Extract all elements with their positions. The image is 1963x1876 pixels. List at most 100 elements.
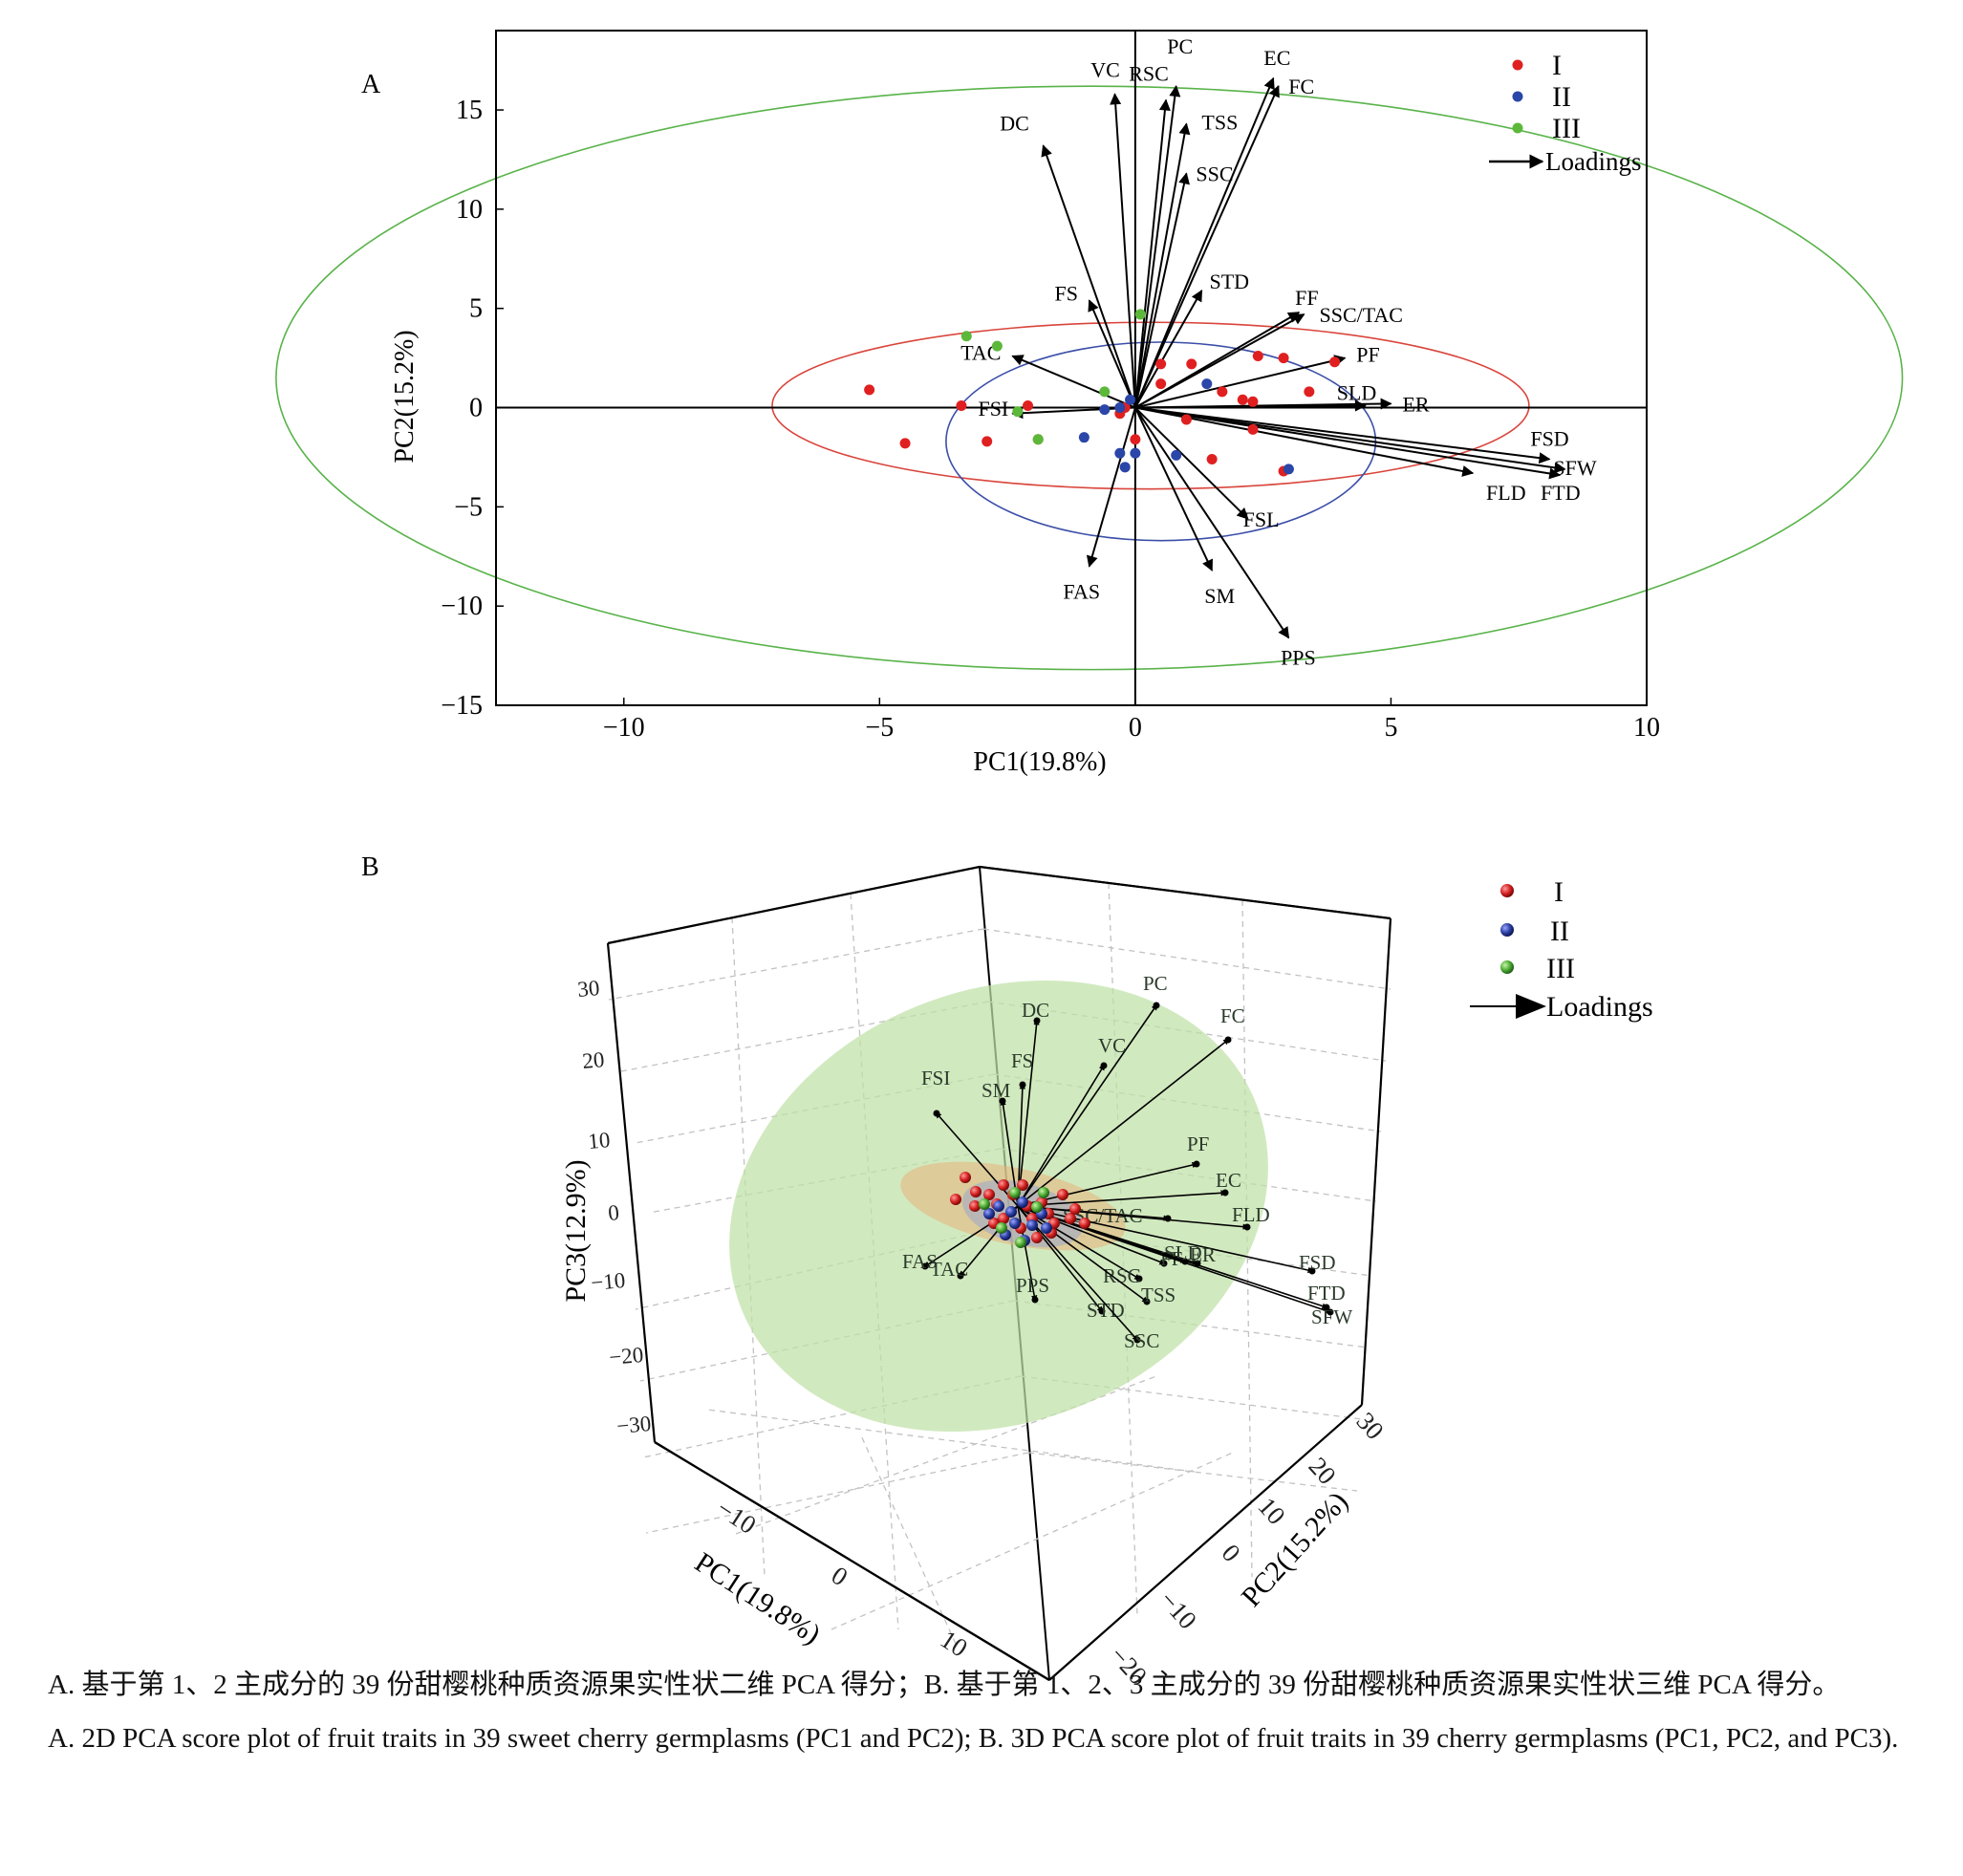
- loading-arrow-tss: [1133, 122, 1191, 408]
- plot-frame: [495, 30, 1648, 706]
- score3d-point-group-i: [1057, 1189, 1068, 1200]
- score3d-point-group-ii: [1026, 1219, 1038, 1231]
- loading3d-tip-fsi: [933, 1110, 940, 1117]
- loading3d-arrow-pps: [1017, 1205, 1038, 1302]
- score3d-point-group-iii: [1038, 1187, 1049, 1198]
- loading3d-tip-sm: [999, 1097, 1006, 1105]
- loading-label-vc: VC: [1090, 57, 1120, 81]
- loading3d-tip-pps: [1031, 1296, 1039, 1304]
- loading3d-tip-tss: [1143, 1298, 1151, 1305]
- score-point-group-iii: [960, 331, 972, 342]
- loading-arrow-ftd: [1134, 406, 1562, 480]
- x3d-axis-label: PC1(19.8%): [689, 1546, 826, 1650]
- score-point-group-i: [864, 384, 875, 396]
- loading-label-ssc: SSC: [1196, 162, 1233, 186]
- score-point-group-i: [982, 436, 993, 447]
- loading-arrow-ssc-tac: [1134, 313, 1305, 409]
- legend3d-label-ii: II: [1550, 916, 1569, 947]
- loading-label-fsi: FSI: [978, 397, 1008, 420]
- loading3d-tip-ssc: [1133, 1336, 1141, 1344]
- loading3d-tip-fsd: [1308, 1267, 1316, 1275]
- loading3d-tip-sfw: [1327, 1308, 1334, 1316]
- x-tick-labels: −10 −5 0 5 10: [603, 698, 1660, 743]
- figure-caption: A. 基于第 1、2 主成分的 39 份甜樱桃种质资源果实性状二维 PCA 得分…: [19, 1658, 1950, 1765]
- score3d-point-group-i: [998, 1213, 1009, 1224]
- loading-arrow-er: [1134, 398, 1392, 410]
- loading3d-label-pc: PC: [1143, 972, 1168, 995]
- legend3d-label-i: I: [1554, 876, 1564, 908]
- z-tick-30: 30: [576, 976, 600, 1002]
- ellipse-group-iii: [275, 85, 1904, 671]
- score3d-point-group-iii: [979, 1198, 990, 1210]
- x-axis-label: PC1(19.8%): [973, 747, 1106, 777]
- ellipsoid-i: [900, 1161, 1126, 1251]
- loading-arrow-std: [1134, 289, 1203, 409]
- loading3d-label-tss: TSS: [1141, 1283, 1176, 1306]
- score3d-point-group-ii: [1005, 1206, 1017, 1218]
- legend: I II III Loadings: [1489, 50, 1642, 176]
- loading3d-label-tac: TAC: [930, 1258, 968, 1281]
- loading-label-rsc: RSC: [1129, 62, 1169, 86]
- loading-arrow-rsc: [1133, 98, 1171, 408]
- loading3d-tip-dc: [1033, 1017, 1041, 1024]
- loading-label-sld: SLD: [1337, 380, 1377, 404]
- x-tick-label: −5: [865, 713, 894, 743]
- y-tick-label: 0: [469, 394, 483, 423]
- score3d-point-group-i: [970, 1186, 982, 1197]
- score-point-group-i: [1304, 386, 1315, 398]
- loading-label-pf: PF: [1356, 343, 1379, 367]
- score3d-point-group-i: [983, 1189, 995, 1200]
- legend-label-ii: II: [1552, 81, 1571, 113]
- score-point-group-i: [1180, 414, 1192, 425]
- y3d-tick-20: 20: [1304, 1452, 1342, 1490]
- score-point-group-i: [1155, 378, 1167, 390]
- loading-arrow-pps: [1134, 406, 1290, 639]
- loading-arrow-vc: [1110, 93, 1136, 408]
- score3d-point-group-i: [998, 1179, 1009, 1191]
- legend-marker-i: [1512, 59, 1523, 71]
- score3d-point-group-ii: [993, 1200, 1004, 1212]
- score3d-point-group-i: [1017, 1179, 1028, 1191]
- score-points-3d: [950, 1172, 1090, 1248]
- x3d-tick-m10: −10: [712, 1494, 762, 1540]
- score3d-point-group-ii: [1017, 1197, 1028, 1208]
- loading-label-fc: FC: [1288, 75, 1314, 98]
- y3d-tick-labels: −20 −10 0 10 20 30: [1105, 1407, 1390, 1690]
- score-point-group-ii: [1114, 447, 1126, 459]
- loading-arrow-ssc: [1133, 172, 1190, 408]
- score3d-point-group-iii: [1031, 1201, 1043, 1213]
- loading3d-tip-pc: [1153, 1002, 1160, 1009]
- loading-arrow-pf: [1134, 355, 1347, 409]
- loading3d-label-pf: PF: [1187, 1132, 1209, 1155]
- panel-b: B: [361, 852, 1653, 1690]
- z-tick-0: 0: [607, 1200, 620, 1225]
- caption-cn: A. 基于第 1、2 主成分的 39 份甜樱桃种质资源果实性状二维 PCA 得分…: [48, 1670, 1841, 1700]
- y3d-tick-10: 10: [1253, 1492, 1291, 1530]
- loading3d-label-er: ER: [1190, 1243, 1216, 1266]
- loading3d-tip-ff: [1160, 1260, 1168, 1267]
- score-point-group-ii: [1201, 378, 1213, 390]
- loading3d-arrow-ssc: [1017, 1205, 1139, 1342]
- y3d-tick-m10: −10: [1154, 1585, 1203, 1634]
- loading-label-fsd: FSD: [1530, 427, 1568, 451]
- loading-arrow-sm: [1133, 407, 1214, 571]
- loading-label-fs: FS: [1054, 281, 1077, 305]
- legend-marker-iii: [1512, 122, 1523, 134]
- loading-arrow-pc: [1133, 84, 1181, 408]
- loading3d-arrow-vc: [1017, 1064, 1106, 1207]
- loading3d-arrow-pc: [1017, 1003, 1158, 1207]
- loading-label-ssc-tac: SSC/TAC: [1319, 303, 1403, 327]
- z-tick-20: 20: [581, 1047, 605, 1073]
- loading3d-label-ssc: SSC: [1124, 1329, 1159, 1352]
- loading-label-ftd: FTD: [1541, 481, 1581, 505]
- loading-arrow-tac: [1011, 355, 1136, 409]
- z-tick-m20: −20: [608, 1343, 644, 1369]
- score-point-group-iii: [1134, 309, 1146, 320]
- loading3d-arrow-fld: [1017, 1205, 1249, 1230]
- y3d-axis-label: PC2(15.2%): [1236, 1486, 1354, 1613]
- score-point-group-iii: [1032, 434, 1044, 445]
- score3d-point-group-iii: [1015, 1237, 1026, 1248]
- score-point-group-i: [1130, 434, 1141, 445]
- loading-arrow-fc: [1133, 85, 1280, 408]
